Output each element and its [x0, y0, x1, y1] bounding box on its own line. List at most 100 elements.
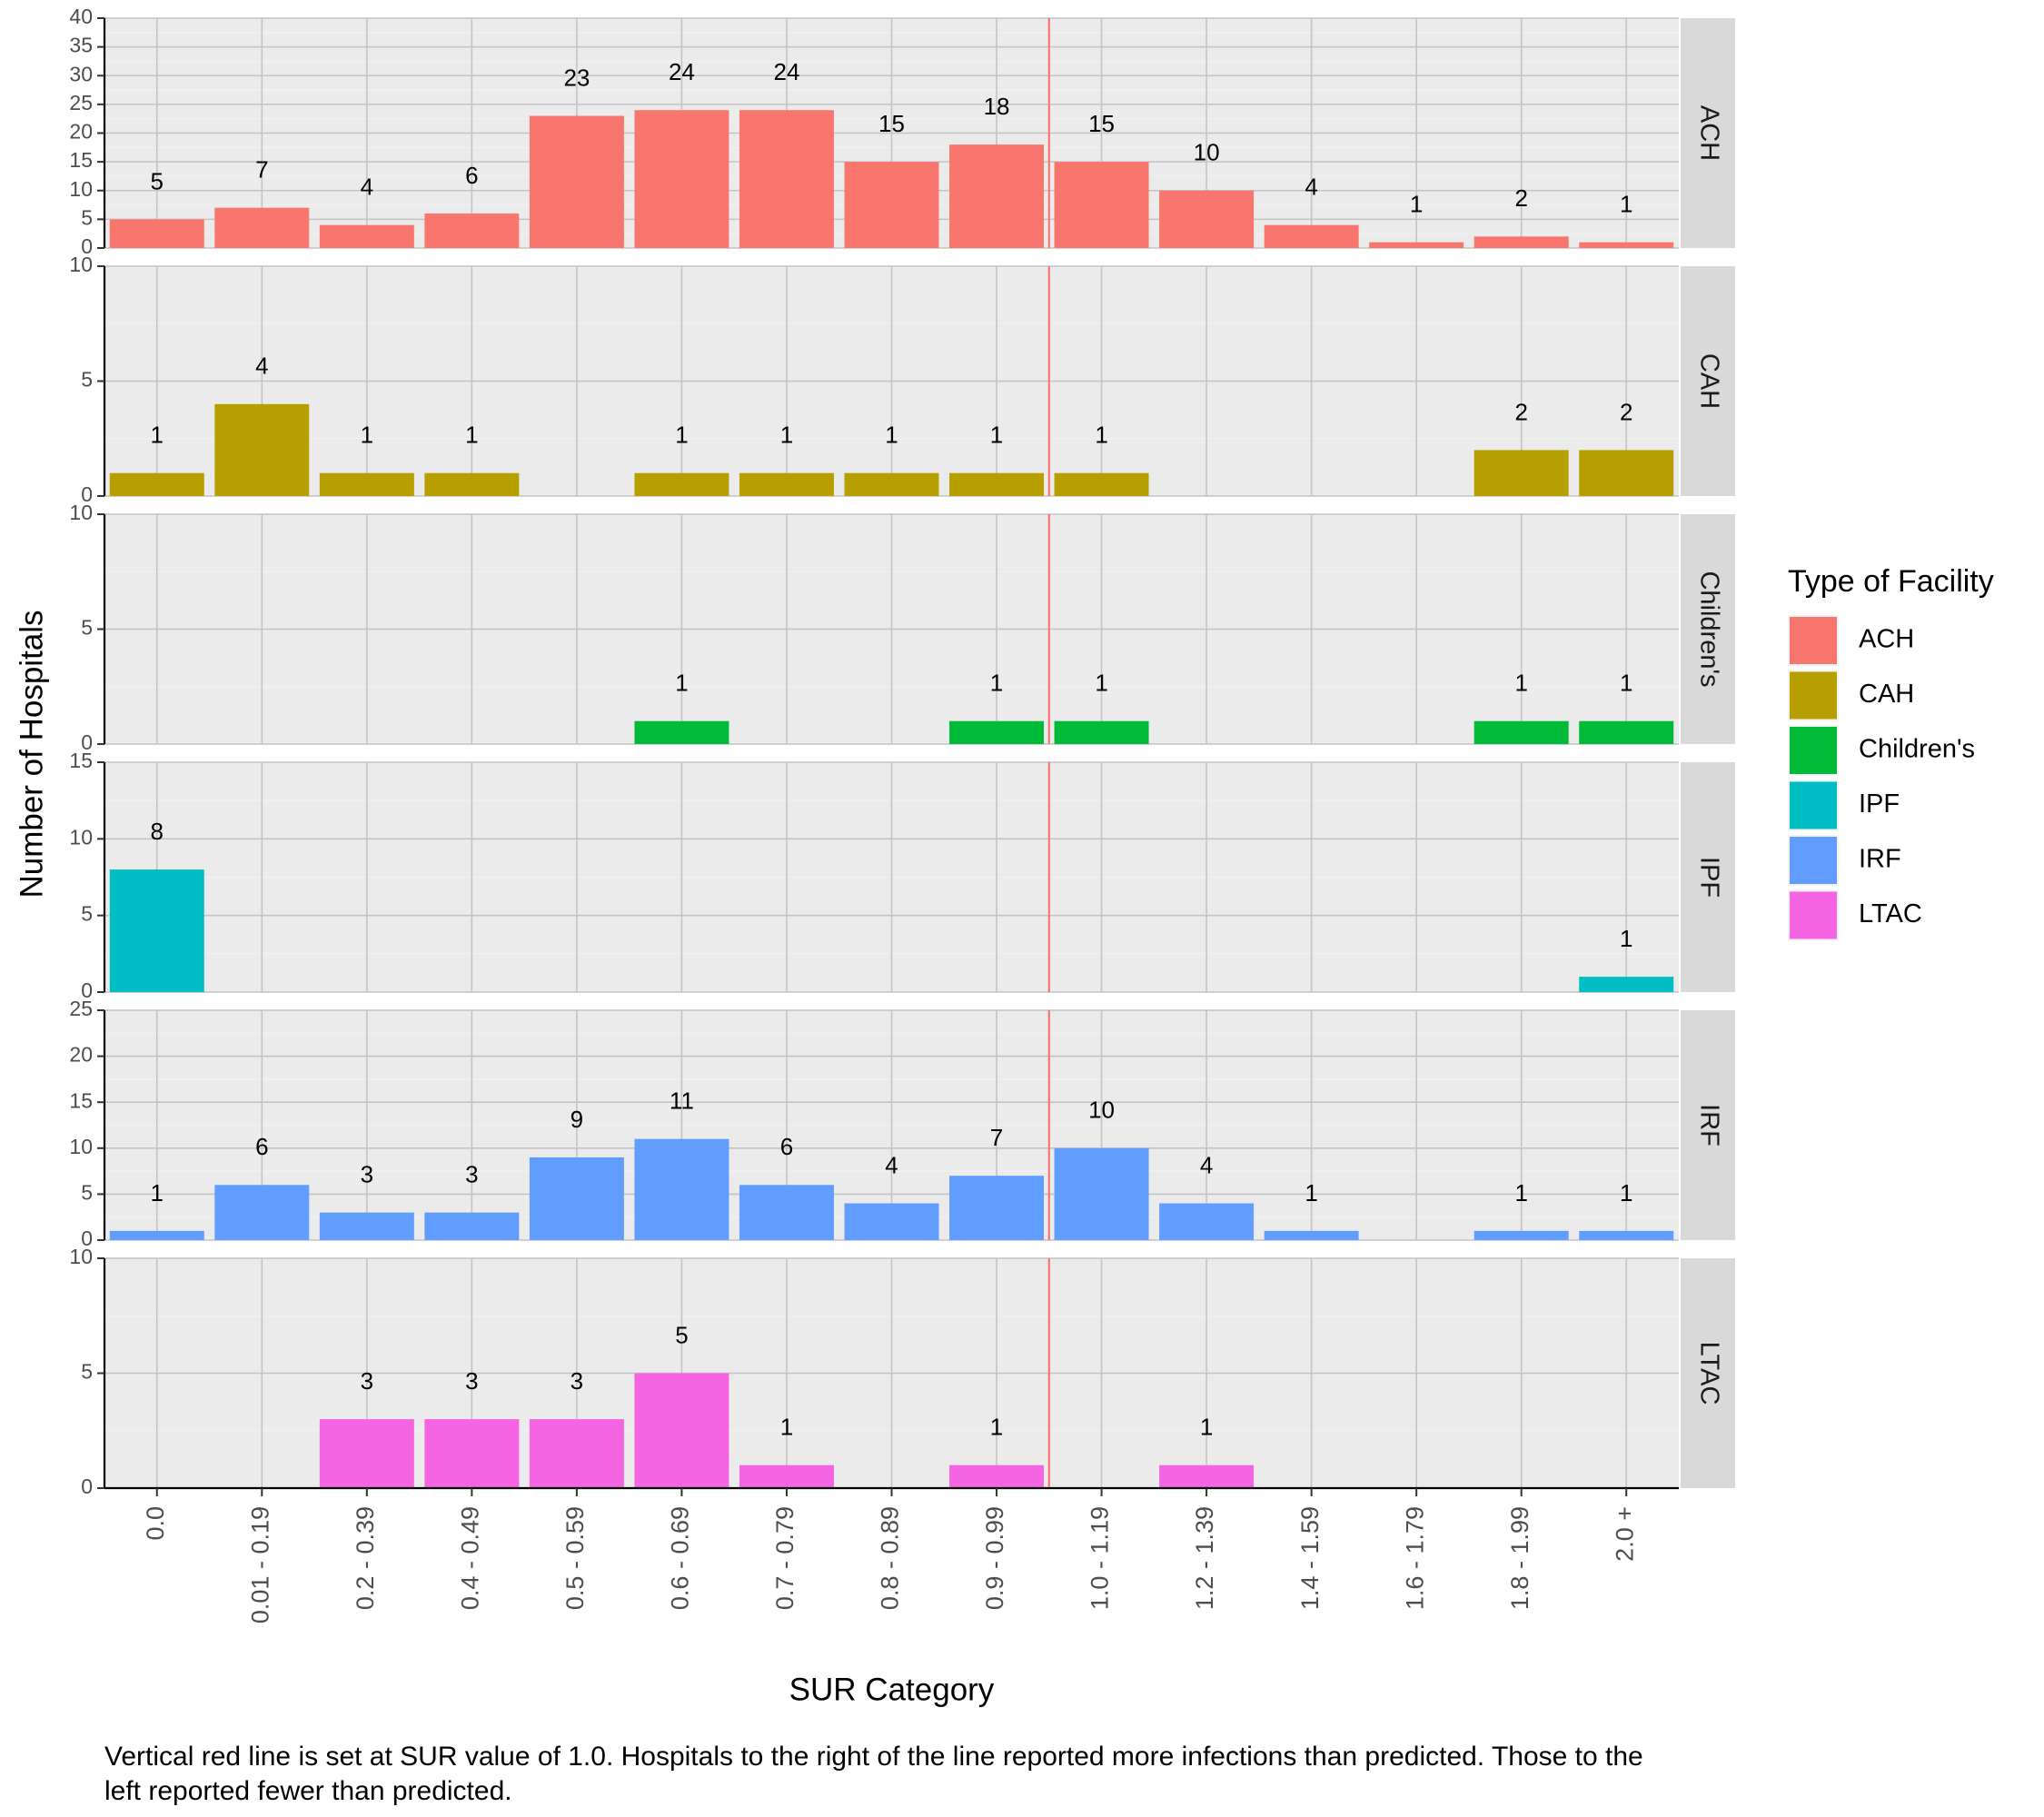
y-tick-label: 0: [81, 1474, 93, 1498]
data-label: 24: [774, 58, 800, 85]
y-tick-label: 25: [69, 91, 93, 114]
data-label: 4: [1305, 174, 1317, 201]
y-tick-label: 10: [69, 177, 93, 201]
bar: [109, 219, 204, 248]
data-label: 15: [1088, 110, 1115, 137]
legend-title: Type of Facility: [1788, 564, 1994, 599]
legend-swatch: [1790, 727, 1837, 774]
facet-strip: [1681, 762, 1735, 992]
bar: [739, 472, 834, 496]
data-label: 1: [990, 1414, 1003, 1441]
x-tick-label: 0.7 - 0.79: [771, 1506, 799, 1610]
legend-swatch: [1790, 891, 1837, 939]
data-label: 1: [1305, 1179, 1317, 1206]
bar: [1579, 1230, 1674, 1240]
bar: [214, 207, 310, 248]
bar: [1159, 1465, 1255, 1488]
bar: [424, 1212, 520, 1240]
x-tick-label: 1.4 - 1.59: [1296, 1506, 1324, 1610]
y-tick-label: 20: [69, 1043, 93, 1067]
facet-strip-label: Children's: [1694, 571, 1723, 687]
y-tick-label: 15: [69, 148, 93, 172]
data-label: 10: [1088, 1097, 1115, 1124]
y-tick-label: 15: [69, 749, 93, 772]
x-tick-label: 0.5 - 0.59: [561, 1506, 589, 1610]
y-tick-label: 15: [69, 1088, 93, 1112]
bar: [1473, 1230, 1569, 1240]
legend-swatch: [1790, 837, 1837, 884]
data-label: 6: [780, 1133, 793, 1160]
data-label: 1: [465, 422, 478, 449]
data-label: 3: [571, 1367, 583, 1395]
y-tick-label: 10: [69, 501, 93, 524]
facet-strip: [1681, 1010, 1735, 1240]
data-label: 1: [780, 422, 793, 449]
data-label: 3: [361, 1367, 373, 1395]
y-tick-label: 10: [69, 825, 93, 849]
legend-label: ACH: [1859, 625, 1914, 654]
bar: [634, 1138, 729, 1240]
x-tick-label: 1.8 - 1.99: [1506, 1506, 1533, 1610]
facet-strip-label: LTAC: [1694, 1342, 1723, 1405]
data-label: 24: [669, 58, 695, 85]
data-label: 10: [1194, 139, 1220, 166]
data-label: 1: [675, 670, 688, 697]
y-tick-label: 5: [81, 205, 93, 229]
data-label: 1: [780, 1414, 793, 1441]
bar: [634, 1373, 729, 1488]
bar: [1579, 450, 1674, 496]
y-tick-label: 40: [69, 5, 93, 28]
data-label: 9: [571, 1106, 583, 1133]
y-tick-label: 5: [81, 368, 93, 392]
bar: [844, 162, 939, 248]
legend-label: CAH: [1859, 680, 1914, 709]
bar: [1473, 450, 1569, 496]
bar: [109, 472, 204, 496]
bar: [949, 472, 1045, 496]
data-label: 1: [990, 422, 1003, 449]
legend: Type of Facility ACH CAH Children's IPF IRF LT…: [1788, 564, 1994, 941]
bar: [1159, 1203, 1255, 1240]
facet-strip: [1681, 514, 1735, 744]
data-label: 18: [984, 93, 1010, 120]
y-tick-label: 10: [69, 1135, 93, 1158]
data-label: 4: [361, 174, 373, 201]
facet-panel-cah: 1 4 1 1 1 1 1 1 1 2 2 0 5 10 CAH: [69, 253, 1735, 506]
x-tick-label: 1.6 - 1.79: [1401, 1506, 1428, 1610]
bar: [214, 403, 310, 496]
legend-label: IPF: [1859, 789, 1900, 819]
data-label: 4: [1200, 1151, 1213, 1178]
bar: [109, 1230, 204, 1240]
facet-strip-label: IRF: [1694, 1104, 1723, 1147]
y-tick-label: 0: [81, 482, 93, 506]
x-tick-label: 0.0: [142, 1506, 169, 1541]
data-label: 6: [465, 162, 478, 189]
data-label: 1: [885, 422, 898, 449]
data-label: 1: [1620, 670, 1632, 697]
bar: [1264, 224, 1359, 248]
bar: [214, 1185, 310, 1240]
bar: [739, 110, 834, 248]
bar: [529, 1157, 624, 1240]
legend-swatch: [1790, 617, 1837, 664]
data-label: 1: [1620, 191, 1632, 218]
bar: [1473, 720, 1569, 744]
data-label: 4: [885, 1151, 898, 1178]
bar: [1579, 720, 1674, 744]
bar: [424, 213, 520, 248]
y-tick-label: 25: [69, 997, 93, 1020]
data-label: 5: [151, 167, 164, 194]
data-label: 4: [255, 352, 268, 380]
data-label: 7: [255, 156, 268, 184]
data-label: 6: [255, 1133, 268, 1160]
bar: [949, 144, 1045, 248]
legend-label: Children's: [1859, 735, 1975, 764]
x-tick-label: 0.6 - 0.69: [667, 1506, 694, 1610]
y-tick-label: 5: [81, 902, 93, 926]
data-label: 1: [1410, 191, 1423, 218]
y-tick-label: 35: [69, 34, 93, 57]
